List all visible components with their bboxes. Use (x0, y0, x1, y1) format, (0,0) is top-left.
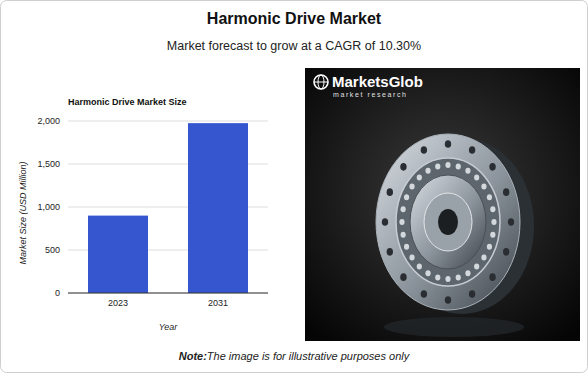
y-tick-label: 500 (45, 245, 60, 255)
subtitle: Market forecast to grow at a CAGR of 10.… (167, 39, 421, 53)
reflection (384, 317, 524, 337)
y-tick-label: 1,000 (37, 202, 60, 212)
bolt-hole (489, 163, 495, 171)
bearing-ball (401, 206, 406, 212)
bearing-ball (465, 270, 470, 276)
gear-face (376, 134, 520, 310)
card (1, 1, 588, 373)
y-tick-label: 0 (55, 288, 60, 298)
bearing-ball (474, 174, 479, 180)
bearing-ball (456, 163, 461, 169)
bearing-ball (445, 162, 450, 168)
bolt-hole (489, 273, 495, 281)
flexspline (410, 175, 486, 269)
bars (88, 123, 248, 293)
bolt-hole (469, 146, 475, 154)
grid-line (68, 293, 268, 294)
bearing-ball (404, 244, 409, 250)
note-label: Note: (179, 350, 207, 362)
illustration: MarketsGlobmarket research (305, 68, 580, 341)
page: Harmonic Drive Market Market forecast to … (0, 0, 588, 373)
bearing-ball (404, 194, 409, 200)
note-text: The image is for illustrative purposes o… (207, 350, 411, 362)
bar (188, 123, 248, 293)
bearing-ball (487, 244, 492, 250)
bearing-ball (490, 232, 495, 238)
title: Harmonic Drive Market (207, 10, 382, 27)
bearing-ball (401, 232, 406, 238)
bolt-hole (387, 248, 393, 256)
bearing-ball (465, 168, 470, 174)
bearing-ring (396, 158, 500, 286)
bearing-ball (425, 168, 430, 174)
bar (88, 216, 148, 293)
photo-background (305, 68, 580, 341)
bearing-ball (491, 219, 496, 225)
logo-name: MarketsGlob (332, 73, 423, 90)
bearing-ball (481, 255, 486, 261)
y-tick-label: 1,500 (37, 159, 60, 169)
canvas: Harmonic Drive Market Market forecast to … (0, 0, 588, 373)
bolt-hole (421, 290, 427, 298)
chart-title: Harmonic Drive Market Size (68, 97, 187, 107)
bolt-hole (445, 296, 451, 304)
bolt-hole (508, 218, 514, 226)
bolt-hole (503, 248, 509, 256)
bearing-ball (435, 275, 440, 281)
bearing-ball (425, 270, 430, 276)
bearing-ball (474, 264, 479, 270)
bore (438, 209, 458, 235)
bolt-hole (421, 146, 427, 154)
bearing-ball (417, 264, 422, 270)
bolt-hole (387, 188, 393, 196)
x-tick-label: 2023 (108, 298, 128, 308)
bolt-hole (445, 140, 451, 148)
logo-globe (314, 82, 328, 83)
bolt-hole (503, 188, 509, 196)
bearing-ball (435, 163, 440, 169)
bearing-ball (409, 255, 414, 261)
bearing-ball (409, 183, 414, 189)
bearing-ball (417, 174, 422, 180)
hub (424, 193, 472, 251)
bolt-hole (469, 290, 475, 298)
x-axis (68, 293, 268, 294)
bolt-hole (400, 273, 406, 281)
y-tick-label: 2,000 (37, 116, 60, 126)
logo-tagline: market research (333, 91, 408, 98)
logo-globe (314, 75, 328, 89)
bolt-hole (382, 218, 388, 226)
bolt-hole (400, 163, 406, 171)
note: Note:The image is for illustrative purpo… (179, 350, 411, 362)
bearing-ball (399, 219, 404, 225)
grid-line (68, 121, 268, 122)
x-axis-label: Year (159, 322, 179, 332)
bearing-ball (456, 275, 461, 281)
y-axis-label: Market Size (USD Million) (18, 161, 28, 264)
x-tick-label: 2031 (208, 298, 228, 308)
bearing-ball (490, 206, 495, 212)
bearing-ball (487, 194, 492, 200)
bearing-ball (481, 183, 486, 189)
bearing-ball (445, 276, 450, 282)
logo: MarketsGlobmarket research (314, 73, 423, 98)
grid (68, 121, 268, 293)
